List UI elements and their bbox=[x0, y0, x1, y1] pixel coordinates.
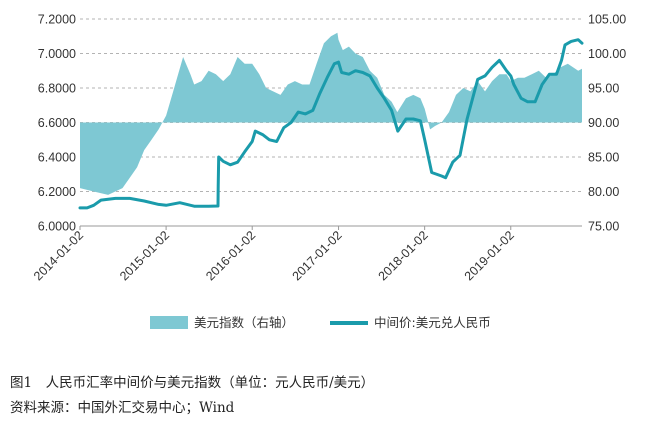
legend-label-line: 中间价:美元兑人民币 bbox=[374, 315, 491, 330]
dollar-index-area bbox=[80, 32, 582, 195]
figure-caption: 图1 人民币汇率中间价与美元指数（单位：元人民币/美元） bbox=[10, 375, 375, 391]
chart: 6.0000 6.2000 6.4000 6.6000 6.8000 7.0000 7.20… bbox=[31, 13, 626, 331]
right-axis-ticks: 75.00 80.00 85.00 90.00 95.00 100.00 105.00 bbox=[588, 13, 626, 234]
right-tick-label: 95.00 bbox=[588, 82, 619, 96]
x-tick-label: 2016-01-02 bbox=[203, 228, 258, 283]
left-tick-label: 6.6000 bbox=[38, 116, 76, 130]
right-tick-label: 105.00 bbox=[588, 13, 626, 27]
right-tick-label: 90.00 bbox=[588, 116, 619, 130]
left-tick-label: 7.0000 bbox=[38, 47, 76, 61]
left-axis-ticks: 6.0000 6.2000 6.4000 6.6000 6.8000 7.0000 7.20… bbox=[38, 13, 76, 234]
right-tick-label: 75.00 bbox=[588, 220, 619, 234]
left-tick-label: 6.0000 bbox=[38, 220, 76, 234]
x-tick-label: 2014-01-02 bbox=[31, 228, 86, 283]
left-tick-label: 6.4000 bbox=[38, 151, 76, 165]
right-tick-label: 85.00 bbox=[588, 151, 619, 165]
right-tick-label: 80.00 bbox=[588, 185, 619, 199]
legend-label-area: 美元指数（右轴） bbox=[194, 315, 294, 330]
right-tick-label: 100.00 bbox=[588, 47, 626, 61]
source-caption: 资料来源：中国外汇交易中心；Wind bbox=[10, 400, 235, 416]
legend-swatch-area bbox=[150, 316, 188, 329]
left-tick-label: 6.2000 bbox=[38, 185, 76, 199]
x-tick-label: 2018-01-02 bbox=[376, 228, 431, 283]
x-tick-label: 2019-01-02 bbox=[462, 228, 517, 283]
x-tick-label: 2015-01-02 bbox=[117, 228, 172, 283]
dollar-index-area-path bbox=[80, 32, 582, 195]
x-axis-ticks: 2014-01-02 2015-01-02 2016-01-02 2017-01-02… bbox=[31, 226, 517, 283]
usdcny-line-path bbox=[78, 38, 584, 210]
usdcny-line bbox=[78, 38, 584, 210]
x-tick-label: 2017-01-02 bbox=[290, 228, 345, 283]
left-tick-label: 7.2000 bbox=[38, 13, 76, 27]
legend: 美元指数（右轴） 中间价:美元兑人民币 bbox=[150, 315, 491, 330]
left-tick-label: 6.8000 bbox=[38, 82, 76, 96]
